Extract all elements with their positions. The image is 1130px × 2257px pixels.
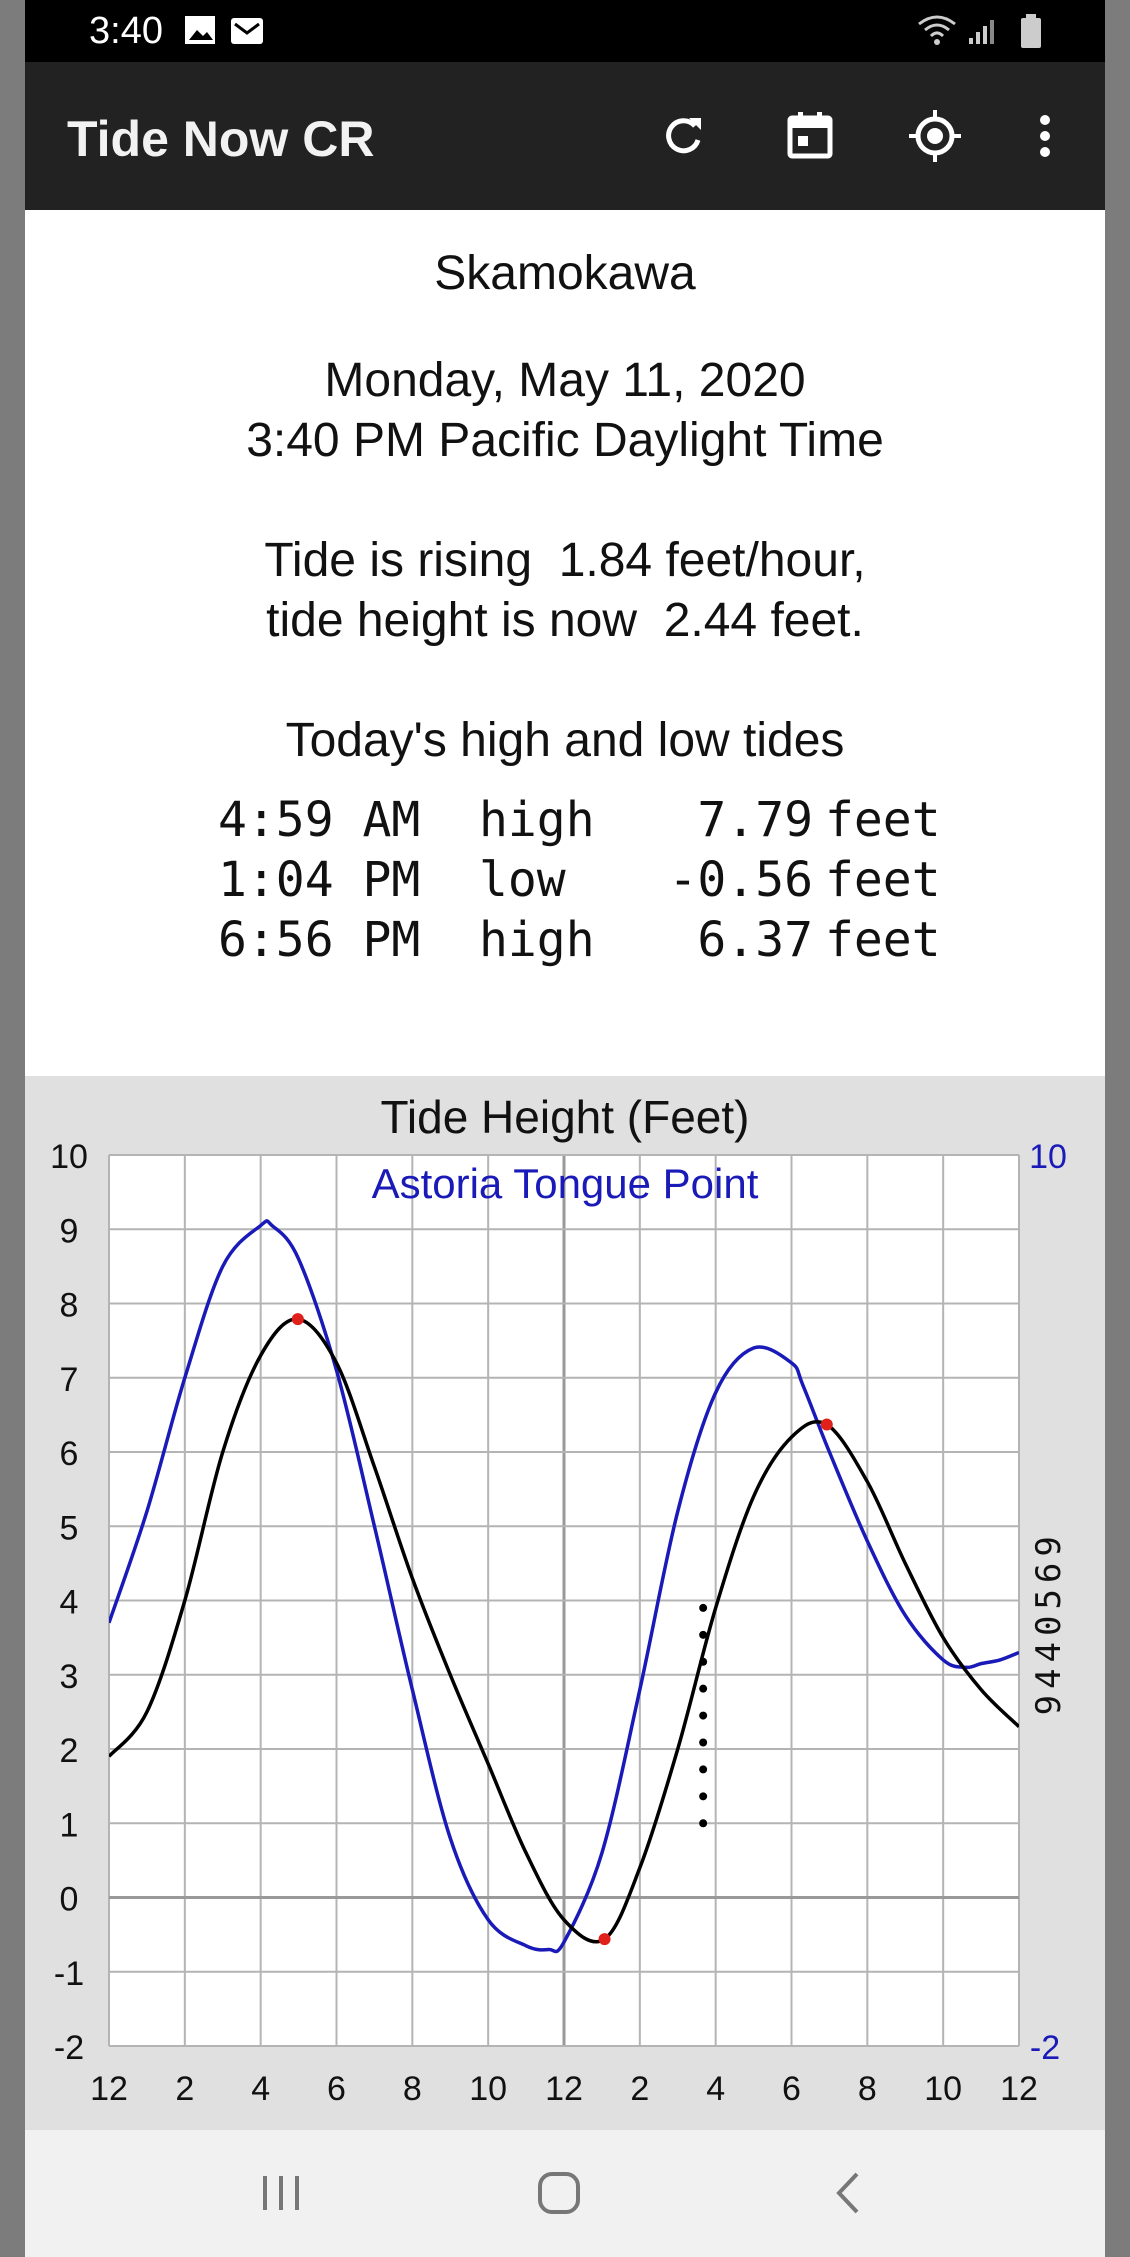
mail-icon bbox=[231, 18, 263, 44]
location-icon[interactable] bbox=[905, 106, 965, 166]
x-tick-label: 4 bbox=[706, 2070, 725, 2108]
time-text: 3:40 PM Pacific Daylight Time bbox=[246, 414, 884, 467]
x-tick-label: 10 bbox=[469, 2070, 507, 2108]
app-bar: Tide Now CR bbox=[25, 62, 1105, 210]
x-tick-label: 2 bbox=[175, 2070, 194, 2108]
x-tick-label: 10 bbox=[924, 2070, 962, 2108]
x-tick-label: 2 bbox=[630, 2070, 649, 2108]
extrema-point bbox=[820, 1418, 833, 1431]
tide-unit: feet bbox=[825, 792, 941, 848]
x-tick-label: 6 bbox=[782, 2070, 801, 2108]
x-tick-label: 12 bbox=[1000, 2070, 1038, 2108]
y-tick-label-left: 5 bbox=[60, 1509, 79, 1547]
now-marker-dot bbox=[699, 1792, 708, 1801]
tide-height-text: tide height is now 2.44 feet. bbox=[266, 594, 864, 647]
tide-info-panel: Skamokawa Monday, May 11, 2020 3:40 PM P… bbox=[25, 210, 1105, 1076]
y-tick-label-left: 0 bbox=[60, 1881, 79, 1919]
tide-height: -0.56 bbox=[668, 852, 814, 908]
y-tick-label-left: 6 bbox=[60, 1435, 79, 1473]
status-bar: 3:40 bbox=[25, 0, 1105, 62]
y-tick-label-left: 2 bbox=[60, 1732, 79, 1770]
system-nav-bar bbox=[25, 2130, 1105, 2257]
now-marker-dot bbox=[699, 1711, 708, 1720]
battery-icon bbox=[1021, 14, 1041, 48]
tide-height: 6.37 bbox=[697, 912, 813, 968]
x-tick-label: 4 bbox=[251, 2070, 270, 2108]
tide-unit: feet bbox=[825, 912, 941, 968]
y-tick-label-left: -1 bbox=[54, 1955, 84, 1993]
y-tick-label-left: 1 bbox=[60, 1806, 79, 1844]
more-vert-icon[interactable] bbox=[1025, 106, 1065, 166]
image-icon bbox=[185, 16, 215, 44]
series-line-reference bbox=[109, 1219, 1019, 1954]
y-tick-label-right: 10 bbox=[1029, 1138, 1067, 1176]
y-tick-label-left: 8 bbox=[60, 1287, 79, 1325]
chart-title: Tide Height (Feet) bbox=[380, 1091, 750, 1143]
tide-time: 1:04 PM bbox=[218, 852, 421, 908]
x-tick-label: 8 bbox=[858, 2070, 877, 2108]
now-marker-dot bbox=[699, 1765, 708, 1774]
now-marker-dot bbox=[699, 1630, 708, 1639]
app-title: Tide Now CR bbox=[67, 111, 375, 167]
status-time: 3:40 bbox=[89, 10, 163, 52]
x-tick-label: 12 bbox=[545, 2070, 583, 2108]
now-marker-dot bbox=[699, 1603, 708, 1612]
tide-chart-panel: 10 9 8 7 6 5 4 3 2 1 0 -1 -2 10 -2 12 2 4 6 8 10 12 2 4 6 8 10 12 As… bbox=[25, 1076, 1105, 2130]
y-tick-label-right: -2 bbox=[1030, 2029, 1060, 2067]
tides-heading: Today's high and low tides bbox=[285, 714, 845, 767]
y-tick-label-left: -2 bbox=[54, 2029, 84, 2067]
refresh-icon[interactable] bbox=[653, 106, 713, 166]
x-tick-label: 6 bbox=[327, 2070, 346, 2108]
tide-time: 6:56 PM bbox=[218, 912, 421, 968]
tide-type: high bbox=[479, 912, 595, 968]
y-tick-label-left: 7 bbox=[60, 1361, 79, 1399]
tide-type: high bbox=[479, 792, 595, 848]
now-marker-dot bbox=[699, 1657, 708, 1666]
back-icon[interactable] bbox=[825, 2168, 875, 2218]
now-marker-dot bbox=[699, 1819, 708, 1828]
station-id-label: 9440569 bbox=[1029, 1530, 1069, 1715]
extrema-point bbox=[291, 1313, 304, 1326]
tide-type: low bbox=[479, 852, 566, 908]
signal-icon bbox=[969, 20, 994, 44]
x-tick-label: 8 bbox=[403, 2070, 422, 2108]
date-text: Monday, May 11, 2020 bbox=[324, 354, 806, 407]
y-tick-label-left: 10 bbox=[50, 1138, 88, 1176]
tide-height: 7.79 bbox=[697, 792, 813, 848]
extrema-point bbox=[598, 1933, 611, 1946]
tide-rate-text: Tide is rising 1.84 feet/hour, bbox=[264, 534, 866, 587]
series-line-local bbox=[109, 1317, 1019, 1944]
y-tick-label-left: 3 bbox=[60, 1658, 79, 1696]
y-tick-label-left: 9 bbox=[60, 1212, 79, 1250]
recents-icon[interactable] bbox=[257, 2168, 307, 2218]
chart-subtitle: Astoria Tongue Point bbox=[372, 1160, 759, 1207]
wifi-icon bbox=[918, 15, 956, 45]
tide-unit: feet bbox=[825, 852, 941, 908]
tide-time: 4:59 AM bbox=[218, 792, 421, 848]
y-tick-label-left: 4 bbox=[60, 1584, 79, 1622]
x-tick-label: 12 bbox=[90, 2070, 128, 2108]
now-marker-dot bbox=[699, 1684, 708, 1693]
home-icon[interactable] bbox=[535, 2168, 585, 2218]
station-name: Skamokawa bbox=[434, 247, 696, 300]
now-marker-dot bbox=[699, 1738, 708, 1747]
calendar-icon[interactable] bbox=[780, 106, 840, 166]
